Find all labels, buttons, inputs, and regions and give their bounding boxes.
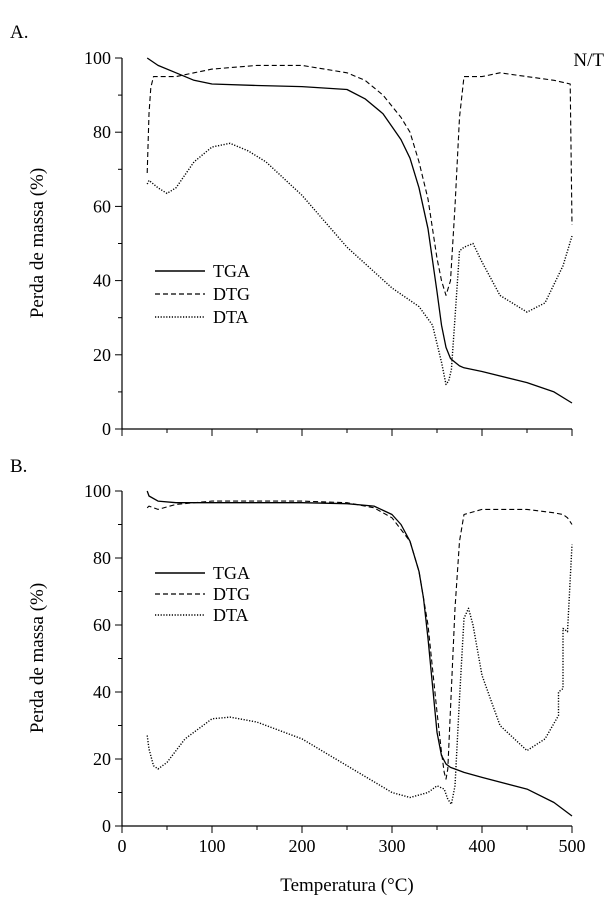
- panel-b-series-tga: [146, 490, 573, 817]
- panel-b-x-tick-label: 200: [289, 836, 316, 856]
- panel-b-y-tick-label: 0: [102, 816, 111, 836]
- panel-b-x-tick-label: 500: [559, 836, 586, 856]
- panel-a-y-tick-label: 100: [84, 48, 111, 68]
- corner-label: N/T: [573, 50, 604, 71]
- panel-a-y-axis-label: Perda de massa (%): [27, 168, 48, 318]
- panel-a-y-tick-label: 20: [93, 345, 111, 365]
- panel-a-label: A.: [10, 22, 28, 43]
- panel-a-legend-label-tga: TGA: [213, 261, 250, 281]
- panel-b-x-tick-label: 300: [379, 836, 406, 856]
- panel-b-label: B.: [10, 456, 27, 477]
- panel-a-y-tick-label: 40: [93, 271, 111, 291]
- panel-b-y-tick-label: 20: [93, 749, 111, 769]
- panel-b-y-tick-label: 60: [93, 615, 111, 635]
- panel-b-y-tick-label: 80: [93, 548, 111, 568]
- panel-a-series-dtg: [146, 64, 573, 296]
- panel-b-x-tick-label: 0: [118, 836, 127, 856]
- panel-b-series-dta: [146, 544, 573, 805]
- panel-a-series-tga: [146, 57, 573, 404]
- panel-a-y-tick-label: 80: [93, 122, 111, 142]
- panel-a: A. Perda de massa (%) 0 20 40 60 80 100 TGA DTG…: [10, 22, 573, 439]
- panel-b-y-tick-label: 40: [93, 682, 111, 702]
- panel-b-legend-label-dtg: DTG: [213, 584, 250, 604]
- panel-a-y-tick-label: 0: [102, 419, 111, 439]
- panel-b-y-tick-label: 100: [84, 481, 111, 501]
- panel-a-legend-label-dta: DTA: [213, 307, 249, 327]
- panel-a-y-tick-label: 60: [93, 196, 111, 216]
- x-axis-label: Temperatura (°C): [280, 875, 413, 896]
- panel-b-x-tick-label: 400: [469, 836, 496, 856]
- panel-b-legend-label-dta: DTA: [213, 605, 249, 625]
- panel-a-series-dta: [146, 142, 573, 386]
- panel-b-legend-label-tga: TGA: [213, 563, 250, 583]
- panel-a-legend-label-dtg: DTG: [213, 284, 250, 304]
- panel-b-series-dtg: [146, 500, 573, 780]
- panel-b: B. Perda de massa (%) 0 20 40 60 80 100 0 100 20…: [10, 456, 586, 856]
- panel-b-x-tick-label: 100: [199, 836, 226, 856]
- panel-b-y-axis-label: Perda de massa (%): [27, 583, 48, 733]
